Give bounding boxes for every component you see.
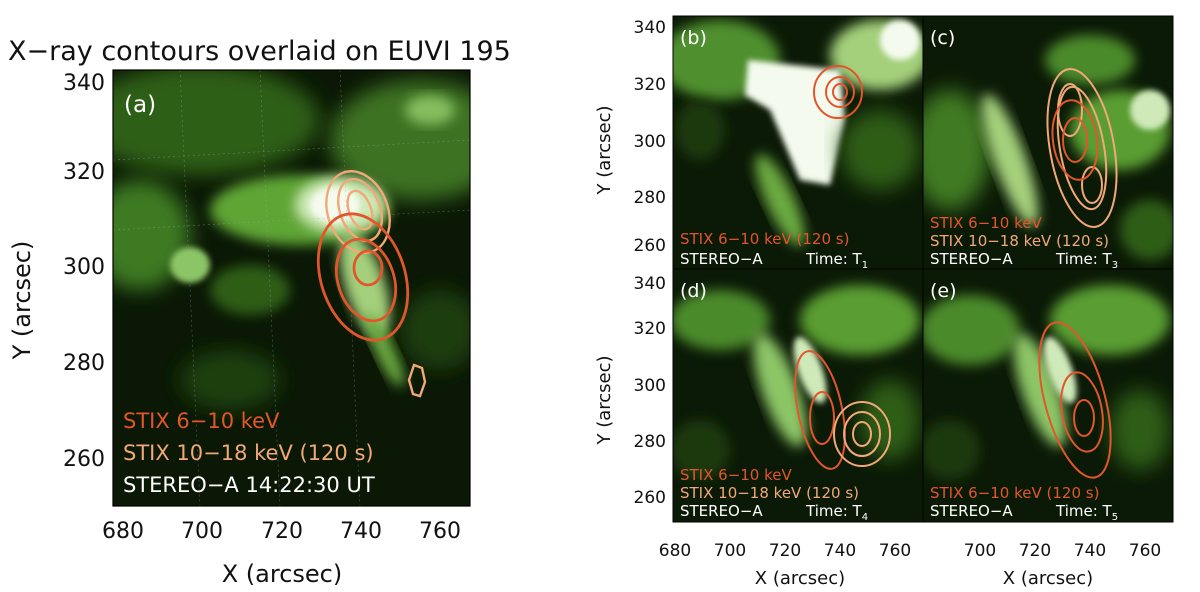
panel-b-stereo: STEREO−A [680, 250, 763, 268]
panel-e: (e) STIX 6−10 keV (120 s) STEREO−A Time:… [922, 268, 1174, 523]
small-y-ticks-top: 340 320 300 280 260 [634, 18, 666, 256]
svg-text:320: 320 [634, 75, 666, 95]
panel-e-legend-6-10: STIX 6−10 keV (120 s) [930, 484, 1099, 502]
svg-text:260: 260 [634, 236, 666, 256]
panel-e-time: Time: T5 [1055, 502, 1118, 523]
svg-text:720: 720 [1019, 541, 1051, 561]
panel-a-xlabel: X (arcsec) [222, 560, 343, 588]
panel-e-stereo: STEREO−A [930, 502, 1013, 520]
panel-a-ytick: 260 [63, 447, 105, 472]
svg-text:700: 700 [714, 541, 746, 561]
panel-a-xtick: 720 [261, 519, 303, 544]
panel-d-legend-6-10: STIX 6−10 keV [680, 466, 792, 484]
panel-b: (b) STIX 6−10 keV (120 s) STEREO−A Time:… [672, 15, 924, 271]
svg-text:760: 760 [879, 541, 911, 561]
svg-text:280: 280 [634, 188, 666, 208]
svg-text:300: 300 [634, 376, 666, 396]
svg-text:740: 740 [824, 541, 856, 561]
svg-text:680: 680 [659, 541, 691, 561]
svg-text:260: 260 [634, 488, 666, 508]
panel-a-ytick: 320 [63, 160, 105, 185]
panel-a-xtick: 740 [340, 519, 382, 544]
small-x-ticks-right: 700 720 740 760 [964, 541, 1161, 561]
panel-a-ytick: 280 [63, 351, 105, 376]
svg-text:280: 280 [634, 432, 666, 452]
panel-d-time: Time: T4 [805, 502, 868, 523]
svg-text:320: 320 [634, 319, 666, 339]
panel-a-frame [112, 69, 471, 507]
small-xlabel-left: X (arcsec) [755, 568, 845, 589]
panel-d: (d) STIX 6−10 keV STIX 10−18 keV (120 s)… [672, 268, 924, 523]
panel-c-legend-6-10: STIX 6−10 keV [930, 214, 1042, 232]
panel-b-label: (b) [680, 27, 707, 49]
panel-a: X−ray contours overlaid on EUVI 195 [8, 36, 511, 588]
svg-text:340: 340 [634, 18, 666, 38]
panel-c-time: Time: T3 [1055, 250, 1118, 271]
panel-a-euv-image [113, 70, 470, 506]
small-ylabel-bottom: Y (arcsec) [594, 355, 615, 445]
svg-text:760: 760 [1129, 541, 1161, 561]
svg-text:740: 740 [1074, 541, 1106, 561]
panel-d-stereo: STEREO−A [680, 502, 763, 520]
panel-c: (c) STIX 6−10 keV STIX 10−18 keV (120 s)… [922, 15, 1174, 271]
panel-e-label: (e) [930, 280, 957, 302]
panel-a-xtick: 760 [419, 519, 461, 544]
panel-c-label: (c) [930, 27, 955, 49]
svg-text:700: 700 [964, 541, 996, 561]
panel-a-legend-6-10: STIX 6−10 keV [123, 409, 280, 433]
panel-c-legend-10-18: STIX 10−18 keV (120 s) [930, 232, 1109, 250]
panel-a-xtick: 680 [102, 519, 144, 544]
panel-b-legend-6-10: STIX 6−10 keV (120 s) [680, 230, 849, 248]
panel-a-ytick: 300 [63, 255, 105, 280]
svg-text:300: 300 [634, 132, 666, 152]
panel-c-stereo: STEREO−A [930, 250, 1013, 268]
panel-d-label: (d) [680, 280, 707, 302]
panel-a-ylabel: Y (arcsec) [8, 241, 36, 361]
panel-a-xtick: 700 [181, 519, 223, 544]
panel-b-time: Time: T1 [805, 250, 868, 271]
panel-a-label: (a) [124, 92, 156, 118]
figure-title: X−ray contours overlaid on EUVI 195 [8, 36, 511, 67]
panel-a-legend-stereo: STEREO−A 14:22:30 UT [123, 473, 375, 497]
panel-a-legend-10-18: STIX 10−18 keV (120 s) [123, 441, 374, 465]
small-xlabel-right: X (arcsec) [1003, 568, 1093, 589]
panel-a-contours-6-10 [316, 212, 410, 342]
small-x-ticks-left: 680 700 720 740 760 [659, 541, 911, 561]
panel-d-legend-10-18: STIX 10−18 keV (120 s) [680, 484, 859, 502]
svg-text:720: 720 [769, 541, 801, 561]
small-ylabel-top: Y (arcsec) [594, 105, 615, 195]
panel-a-ytick: 340 [63, 71, 105, 96]
small-y-ticks-bottom: 340 320 300 280 260 [634, 274, 666, 508]
svg-text:340: 340 [634, 274, 666, 294]
